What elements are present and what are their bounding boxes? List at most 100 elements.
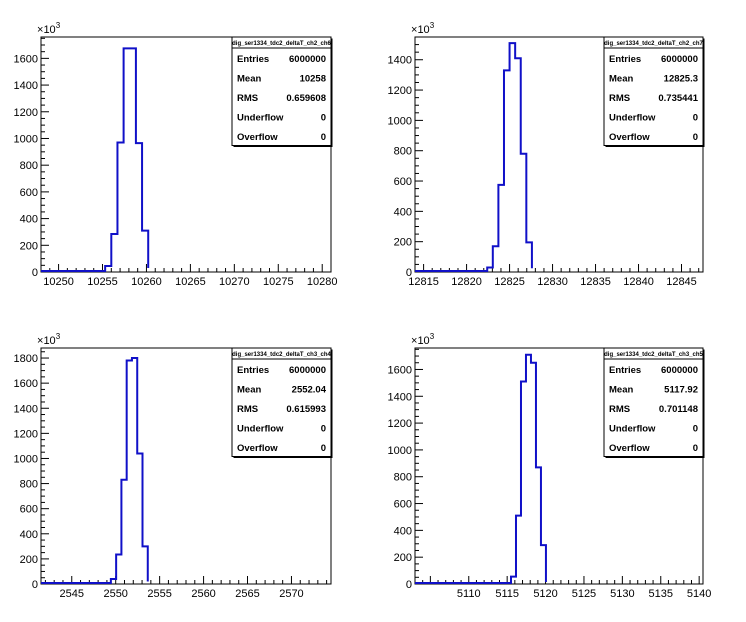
y-tick-label: 1000 [14,453,38,465]
y-tick-label: 0 [32,267,38,279]
y-tick-label: 800 [20,479,38,491]
stats-value: 0.659608 [286,93,326,104]
stats-value: 5117.92 [664,384,698,395]
stats-label: Entries [237,54,269,65]
x-tick-label: 10280 [307,276,338,288]
x-tick-label: 12820 [451,276,482,288]
x-tick-label: 5125 [572,588,596,600]
y-tick-label: 600 [394,499,412,511]
x-tick-label: 5130 [610,588,634,600]
y-axis-exponent: ×103 [411,332,435,347]
x-tick-label: 10275 [263,276,294,288]
stats-title: dig_ser1334_tdc2_deltaT_ch3_ch5 [604,352,703,358]
x-tick-label: 2565 [235,588,259,600]
stats-title: dig_ser1334_tdc2_deltaT_ch3_ch4 [232,352,331,358]
histogram-line [41,47,150,272]
stats-box: dig_ser1334_tdc2_deltaT_ch3_ch5 Entries 60… [603,347,705,458]
x-tick-label: 12835 [580,276,611,288]
stats-label: Overflow [609,443,650,454]
stats-value: 6000000 [661,365,698,376]
stats-label: Underflow [609,112,656,123]
stats-value: 10258 [300,73,326,84]
y-tick-label: 1000 [388,445,412,457]
stats-label: Underflow [237,423,284,434]
stats-box: dig_ser1334_tdc2_deltaT_ch2_ch7 Entries 60… [603,36,705,147]
y-tick-label: 400 [20,214,38,226]
y-tick-label: 200 [394,552,412,564]
stats-label: RMS [609,404,630,415]
y-tick-label: 1400 [14,403,38,415]
stats-label: Overflow [237,132,278,143]
stats-box-frame [231,36,332,146]
y-tick-label: 1600 [14,53,38,65]
y-tick-label: 200 [394,237,412,249]
stats-label: Mean [609,73,633,84]
stats-value: 0 [693,112,698,123]
stats-box-frame [603,36,704,146]
x-tick-label: 5120 [533,588,557,600]
x-tick-label: 12815 [408,276,439,288]
stats-label: Underflow [237,112,284,123]
stats-value: 0 [693,423,698,434]
y-tick-label: 800 [20,160,38,172]
exponent-base: 10 [43,335,55,347]
plot-frame [414,347,704,585]
stats-value: 0 [693,132,698,143]
stats-box-frame [231,347,332,457]
stats-value: 0.615993 [286,404,326,415]
y-tick-label: 1600 [388,364,412,376]
stats-label: Overflow [609,132,650,143]
x-tick-label: 2560 [191,588,215,600]
stats-box: dig_ser1334_tdc2_deltaT_ch2_ch6 Entries 60… [231,36,333,147]
x-tick-label: 10265 [175,276,206,288]
x-tick-label: 2545 [60,588,84,600]
stats-value: 0 [321,132,326,143]
y-tick-label: 1200 [14,107,38,119]
stats-value: 6000000 [289,54,326,65]
y-axis-exponent: ×103 [411,21,435,36]
y-tick-label: 1200 [388,418,412,430]
stats-label: Entries [237,365,269,376]
x-tick-label: 10250 [43,276,74,288]
exponent-power: 3 [430,332,435,341]
stats-label: Overflow [237,443,278,454]
y-tick-label: 0 [32,579,38,591]
stats-label: RMS [237,404,258,415]
y-tick-label: 600 [20,187,38,199]
x-tick-label: 10255 [87,276,118,288]
y-tick-label: 200 [20,554,38,566]
stats-label: RMS [237,93,258,104]
histogram-line [415,42,533,272]
x-tick-label: 12840 [623,276,654,288]
y-tick-label: 1400 [388,55,412,67]
stats-title: dig_ser1334_tdc2_deltaT_ch2_ch6 [232,41,331,47]
y-tick-label: 1400 [388,391,412,403]
plot-frame [40,36,332,273]
stats-title: dig_ser1334_tdc2_deltaT_ch2_ch7 [604,41,703,47]
exponent-power: 3 [56,332,61,341]
y-tick-label: 1200 [388,85,412,97]
stats-box-frame [603,347,704,457]
stats-label: Mean [609,384,633,395]
histogram-line [415,353,547,584]
y-tick-label: 800 [394,146,412,158]
y-tick-label: 800 [394,472,412,484]
stats-label: Mean [237,384,261,395]
stats-value: 6000000 [289,365,326,376]
y-tick-label: 1000 [14,133,38,145]
x-tick-label: 12825 [494,276,525,288]
x-tick-label: 2570 [279,588,303,600]
stats-box: dig_ser1334_tdc2_deltaT_ch3_ch4 Entries 60… [231,347,333,458]
stats-label: RMS [609,93,630,104]
y-tick-label: 0 [406,267,412,279]
stats-value: 0.735441 [658,93,698,104]
y-tick-label: 200 [20,240,38,252]
x-tick-label: 10260 [131,276,162,288]
stats-value: 0 [321,423,326,434]
y-tick-label: 600 [394,176,412,188]
stats-value: 0.701148 [659,404,698,415]
